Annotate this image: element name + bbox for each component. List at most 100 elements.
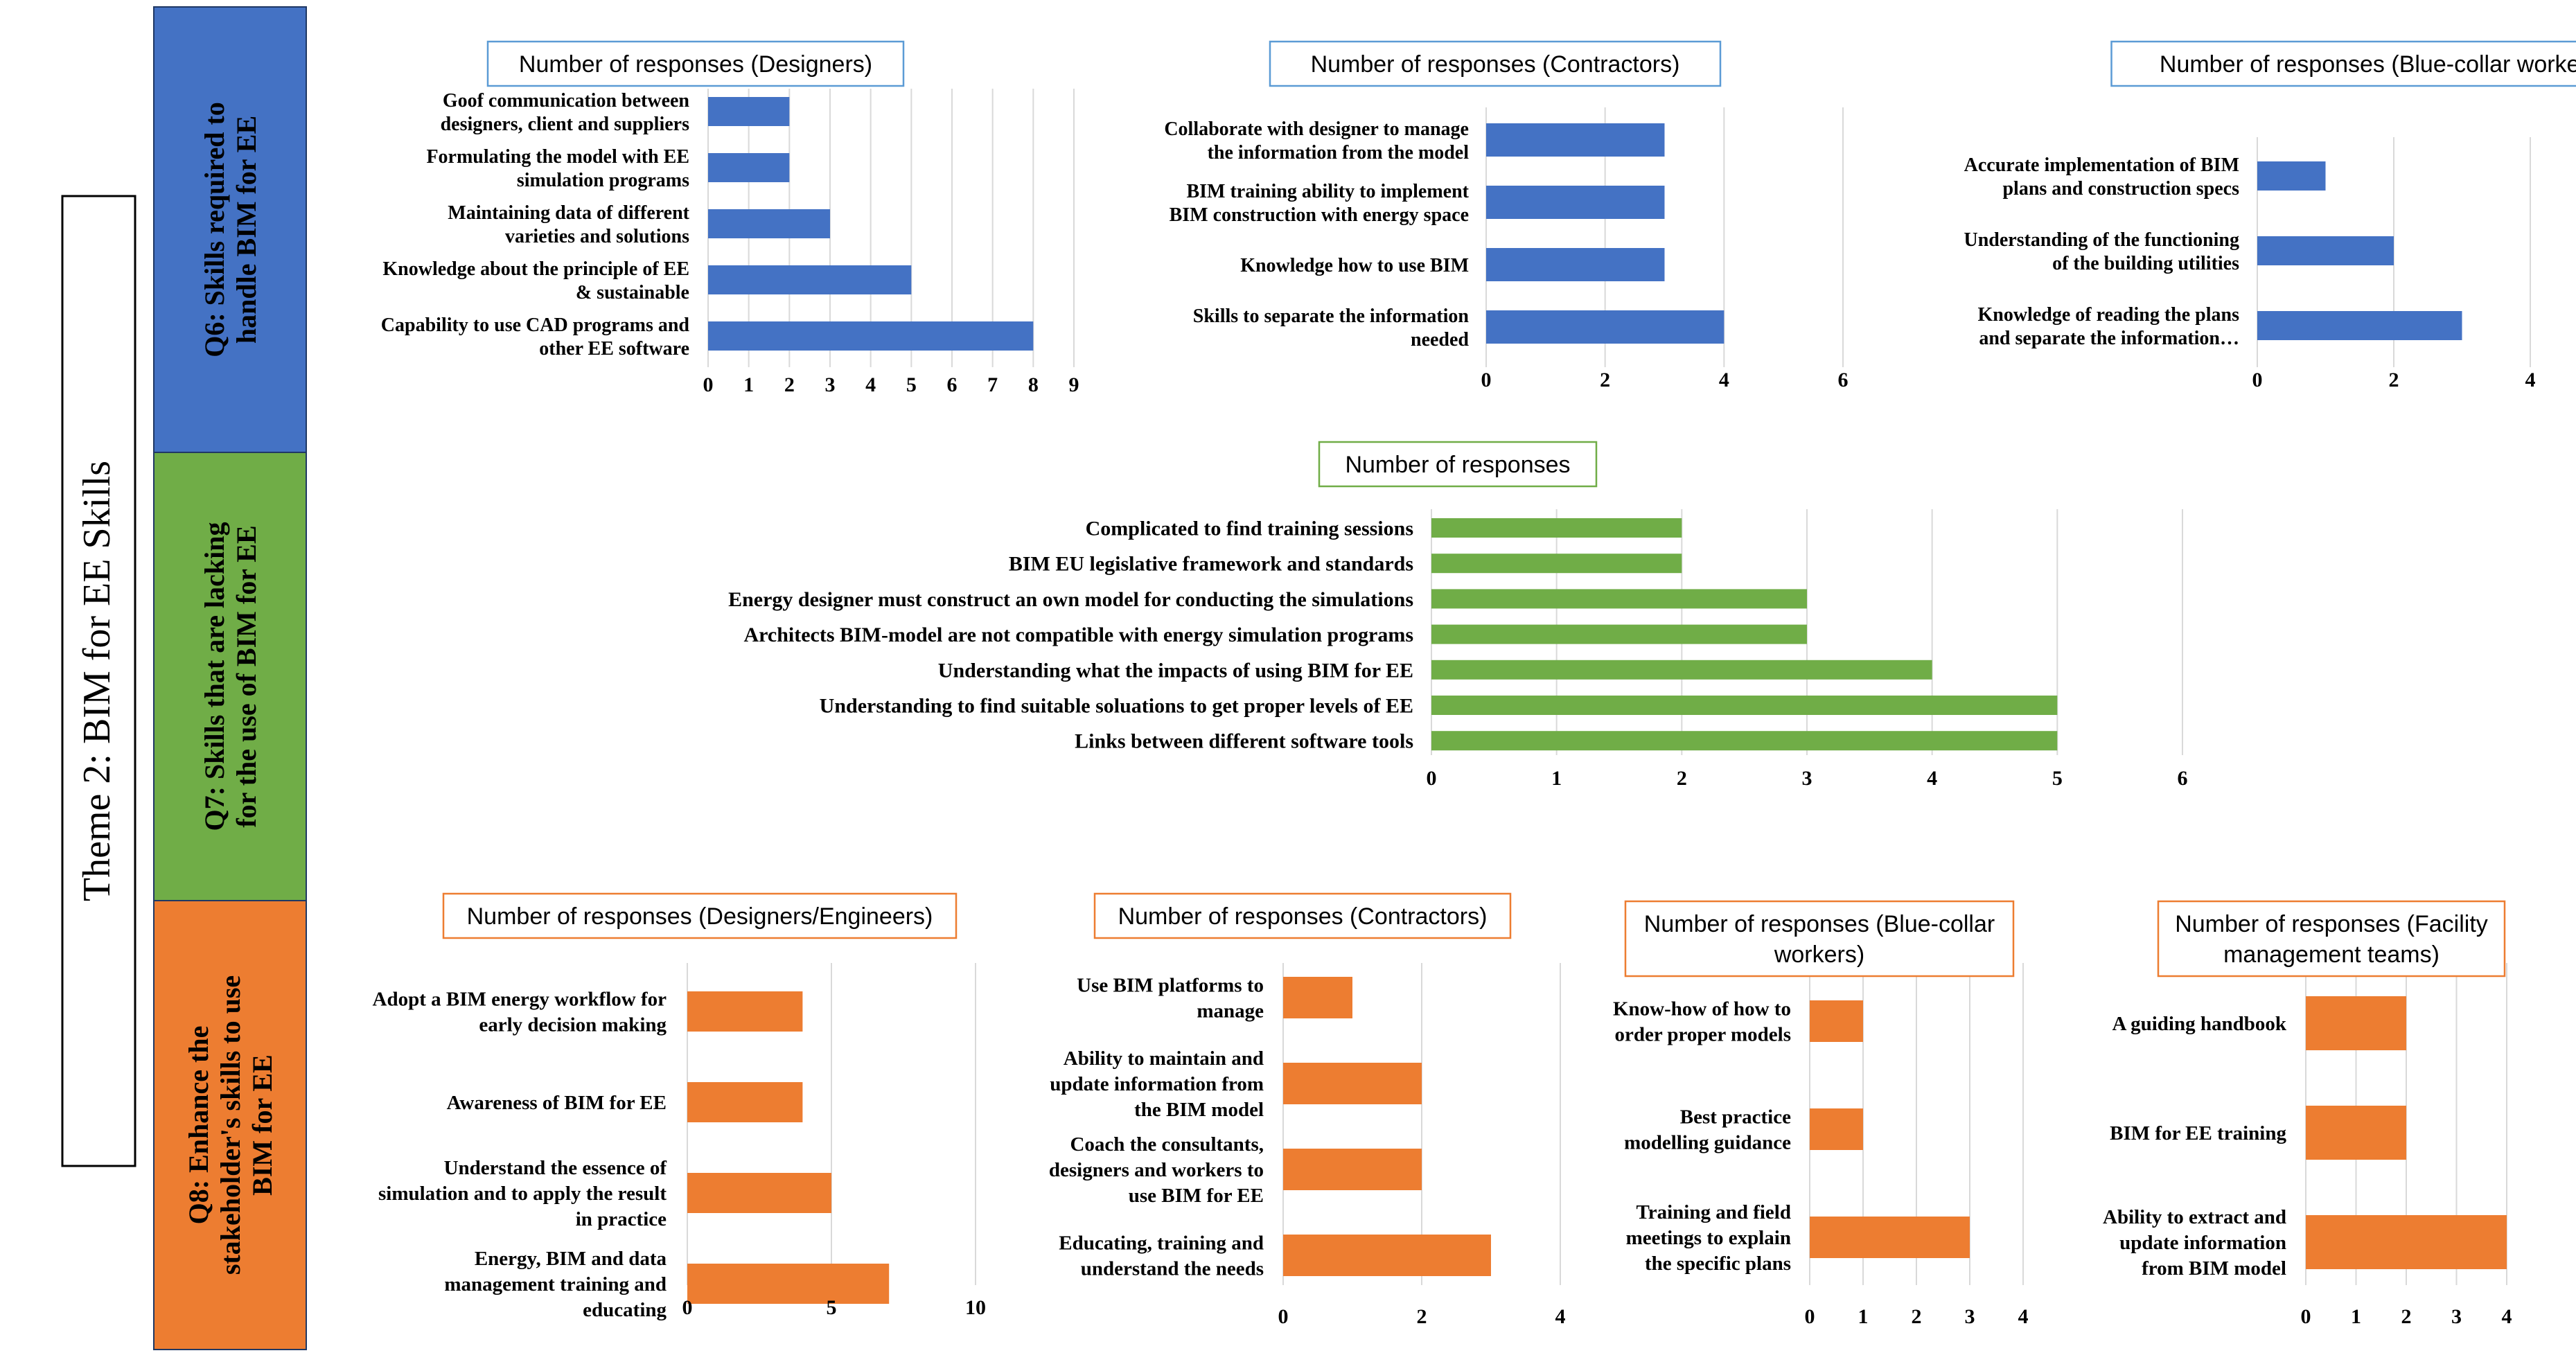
bar xyxy=(687,991,803,1032)
bar xyxy=(2306,996,2406,1050)
chart-title: Number of responses (Contractors) xyxy=(1118,903,1488,930)
bar xyxy=(1810,1217,1970,1258)
category-label: Energy designer must construct an own mo… xyxy=(728,588,1413,611)
chart-q8-7: Number of responses (Facility management … xyxy=(2103,900,2512,1328)
tick-label: 4 xyxy=(2502,1305,2512,1328)
tick-label: 3 xyxy=(2451,1305,2462,1328)
tick-label: 0 xyxy=(1481,369,1492,391)
category-label: Awareness of BIM for EE xyxy=(447,1092,667,1114)
chart-title-box xyxy=(1269,40,1722,87)
bar xyxy=(1431,624,1807,644)
chart-q8-6: Number of responses (Blue-collar workers)… xyxy=(1613,900,2029,1328)
section-band-q7 xyxy=(153,452,307,901)
chart-title-box xyxy=(2157,900,2506,978)
bar xyxy=(1431,554,1682,574)
chart-q8-5: Number of responses (Contractors) Use BIM… xyxy=(1049,892,1566,1328)
category-label: BIM training ability to implement BIM con… xyxy=(1170,181,1470,226)
bar xyxy=(1283,977,1352,1018)
bar xyxy=(1431,518,1682,538)
category-label: Architects BIM-model are not compatible … xyxy=(743,624,1413,646)
tick-label: 4 xyxy=(1927,767,1937,790)
bar xyxy=(1283,1235,1491,1276)
bar xyxy=(1810,1108,1863,1150)
bar xyxy=(2306,1215,2507,1269)
tick-label: 2 xyxy=(784,373,795,396)
chart-title: Number of responses (Contractors) xyxy=(1311,51,1680,78)
tick-label: 3 xyxy=(1965,1305,1975,1328)
section-label-q7: Q7: Skills that are lackingfor the use o… xyxy=(199,522,262,831)
chart-title-box xyxy=(2110,40,2576,87)
section-band-q6 xyxy=(153,6,307,453)
bar xyxy=(1431,731,2058,751)
tick-label: 0 xyxy=(2301,1305,2311,1328)
bar xyxy=(708,153,790,182)
tick-label: 0 xyxy=(703,373,714,396)
category-label: Complicated to find training sessions xyxy=(1086,518,1413,540)
charts: Number of responses (Designers) Goof comm… xyxy=(373,40,2576,1328)
tick-label: 4 xyxy=(2525,369,2536,391)
tick-label: 10 xyxy=(965,1296,986,1319)
bar xyxy=(1431,589,1807,609)
bar xyxy=(708,265,912,294)
chart-title-box xyxy=(1318,441,1598,488)
tick-label: 4 xyxy=(865,373,876,396)
chart-q6-0: Number of responses (Designers) Goof comm… xyxy=(381,40,1079,396)
chart-q6-2: Number of responses (Blue-collar workers… xyxy=(1964,40,2576,391)
section-label-q6: Q6: Skills required tohandle BIM for EE xyxy=(199,102,262,357)
tick-label: 5 xyxy=(2052,767,2063,790)
category-label: Knowledge how to use BIM xyxy=(1240,255,1469,276)
category-label: BIM EU legislative framework and standar… xyxy=(1009,553,1413,576)
tick-label: 0 xyxy=(1427,767,1437,790)
chart-title: Number of responses (Designers) xyxy=(519,51,872,78)
chart-title: Number of responses (Blue-collar workers… xyxy=(2160,51,2576,78)
category-label: Ability to maintain and update informatio… xyxy=(1050,1047,1264,1121)
chart-title-box xyxy=(486,40,905,87)
tick-label: 6 xyxy=(947,373,958,396)
category-label: Adopt a BIM energy workflow for early dec… xyxy=(373,989,667,1036)
chart-q6-1: Number of responses (Contractors) Collabo… xyxy=(1164,40,1849,391)
category-label: Use BIM platforms to manage xyxy=(1077,975,1264,1023)
chart-title-box xyxy=(1624,900,2015,978)
tick-label: 0 xyxy=(682,1296,693,1319)
category-label: Best practice modelling guidance xyxy=(1624,1106,1791,1154)
tick-label: 8 xyxy=(1028,373,1039,396)
section-label-text-q6: Q6: Skills required tohandle BIM for EE xyxy=(199,102,262,357)
category-label: Formulating the model with EE simulation … xyxy=(426,146,689,191)
chart-title: Number of responses xyxy=(1345,452,1570,478)
category-label: Coach the consultants, designers and work… xyxy=(1049,1133,1264,1207)
theme-label: Theme 2: BIM for EE Skills xyxy=(76,461,118,901)
bar xyxy=(2257,161,2326,191)
bar xyxy=(2257,311,2462,340)
tick-label: 1 xyxy=(743,373,754,396)
category-label: Understanding to find suitable soluation… xyxy=(820,695,1413,718)
category-label: Maintaining data of different varieties a… xyxy=(448,202,689,247)
bar xyxy=(1486,310,1724,344)
category-label: BIM for EE training xyxy=(2110,1122,2286,1144)
tick-label: 0 xyxy=(1805,1305,1815,1328)
chart-title-box xyxy=(1093,892,1512,939)
tick-label: 1 xyxy=(2351,1305,2361,1328)
tick-label: 2 xyxy=(2389,369,2399,391)
category-label: Links between different software tools xyxy=(1075,730,1413,753)
tick-label: 6 xyxy=(1838,369,1849,391)
chart-q7-3: Number of responses Complicated to find t… xyxy=(728,441,2188,790)
bar xyxy=(687,1264,890,1304)
tick-label: 4 xyxy=(1719,369,1729,391)
category-label: Understand the essence of simulation and … xyxy=(378,1157,667,1230)
chart-q8-4: Number of responses (Designers/Engineers… xyxy=(373,892,986,1321)
chart-title: Number of responses (Facility management … xyxy=(2175,911,2488,968)
tick-label: 4 xyxy=(1555,1305,1566,1328)
bar xyxy=(1431,696,2058,715)
tick-label: 6 xyxy=(2178,767,2188,790)
category-label: Capability to use CAD programs and other … xyxy=(381,315,690,360)
section-band-q8 xyxy=(153,900,307,1350)
bar xyxy=(2306,1106,2406,1160)
tick-label: 0 xyxy=(2252,369,2263,391)
bar xyxy=(1810,1000,1863,1042)
tick-label: 1 xyxy=(1858,1305,1869,1328)
section-label-q8: Q8: Enhance thestakeholder's skills to u… xyxy=(183,975,278,1275)
tick-label: 1 xyxy=(1551,767,1562,790)
tick-label: 2 xyxy=(1677,767,1687,790)
category-label: Understanding of the functioning of the b… xyxy=(1964,229,2239,274)
tick-label: 2 xyxy=(2401,1305,2412,1328)
